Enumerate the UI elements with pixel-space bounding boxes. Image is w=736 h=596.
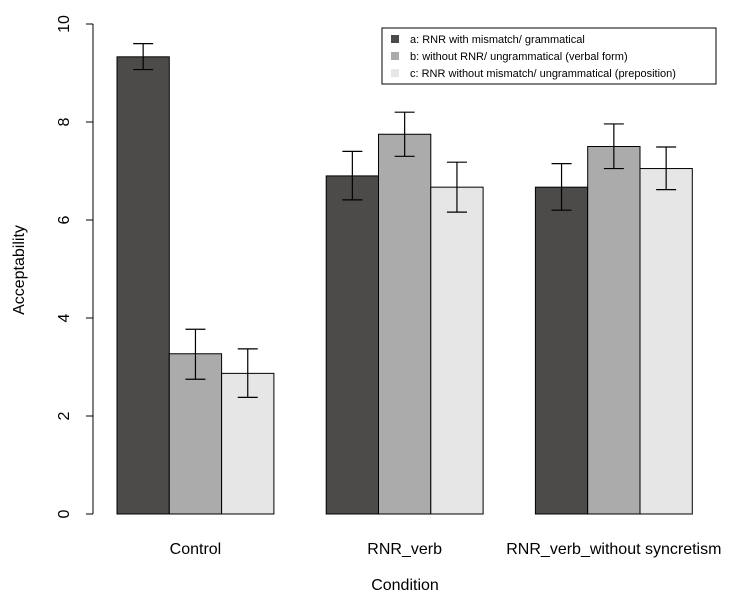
x-tick-label: RNR_verb_without syncretism [506,541,721,558]
bar [116,56,170,515]
legend-label: b: without RNR/ ungrammatical (verbal fo… [410,51,628,63]
x-tick-label: RNR_verb [367,541,442,558]
y-tick-label: 6 [56,215,73,224]
bar [378,133,432,515]
y-tick-label: 8 [56,117,73,126]
x-axis-labels: Control RNR_verb RNR_verb_without syncreti… [170,541,722,558]
y-tick-label: 0 [56,509,73,518]
legend-label: c: RNR without mismatch/ ungrammatical (… [410,68,676,80]
legend-label: a: RNR with mismatch/ grammatical [410,34,585,46]
bar [534,186,589,515]
bar [325,175,380,515]
legend-swatch [391,52,399,60]
legend: a: RNR with mismatch/ grammatical b: with… [381,27,717,85]
bars [116,56,693,515]
bar [430,186,484,515]
legend-swatch [391,35,399,43]
y-axis-title: Acceptability [11,225,28,315]
bar [639,168,693,515]
y-tick-label: 4 [56,313,73,322]
x-tick-label: Control [170,541,222,558]
bar [168,353,223,515]
bar [587,146,641,515]
legend-swatch [391,69,399,77]
y-axis: 0 2 4 6 8 10 [56,15,94,518]
legend-box [381,27,717,85]
y-tick-label: 2 [56,411,73,420]
y-tick-label: 10 [56,15,73,33]
x-axis-title: Condition [371,577,439,594]
error-bars [133,42,677,398]
